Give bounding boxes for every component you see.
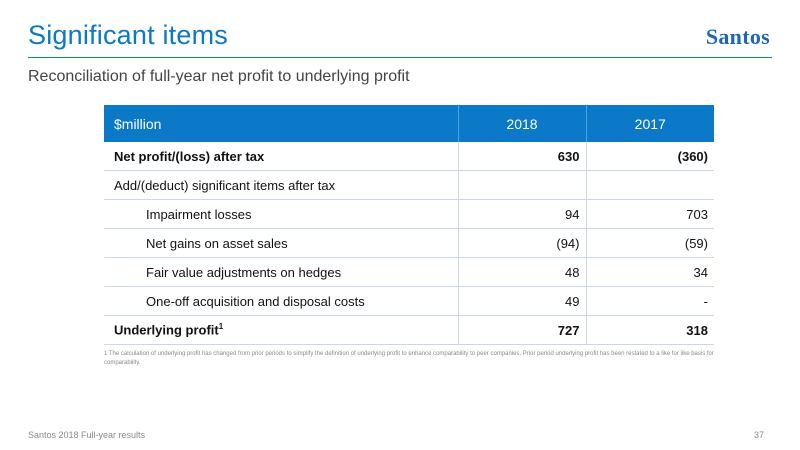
row-label: Add/(deduct) significant items after tax bbox=[104, 170, 458, 200]
value-2018: 94 bbox=[457, 199, 586, 229]
header-cell-unit: $million bbox=[104, 105, 458, 142]
value-2017: - bbox=[585, 286, 714, 316]
page-title: Significant items bbox=[28, 20, 228, 50]
table-row: Net gains on asset sales (94) (59) bbox=[104, 228, 714, 258]
value-2018: 727 bbox=[457, 315, 586, 345]
header-cell-2018: 2018 bbox=[457, 105, 586, 142]
row-label: Impairment losses bbox=[104, 199, 458, 229]
value-2017: (360) bbox=[585, 142, 714, 171]
value-2018: (94) bbox=[457, 228, 586, 258]
row-label: Underlying profit1 bbox=[104, 315, 458, 345]
value-2018: 630 bbox=[457, 142, 586, 171]
footer-text: Santos 2018 Full-year results bbox=[28, 430, 146, 440]
value-2017 bbox=[585, 170, 714, 200]
footnote-marker: 1 bbox=[218, 322, 224, 332]
row-label: Net profit/(loss) after tax bbox=[104, 142, 458, 171]
table-row: Fair value adjustments on hedges 48 34 bbox=[104, 257, 714, 287]
value-2018 bbox=[457, 170, 586, 200]
santos-logo: Santos bbox=[705, 24, 770, 49]
page-number: 37 bbox=[753, 430, 764, 440]
footnote: 1 The calculation of underlying profit h… bbox=[104, 351, 714, 366]
header-cell-2017: 2017 bbox=[585, 105, 714, 142]
value-2017: 318 bbox=[585, 315, 714, 345]
value-2018: 49 bbox=[457, 286, 586, 316]
row-label-text: Underlying profit bbox=[114, 322, 219, 338]
table-row: Add/(deduct) significant items after tax bbox=[104, 170, 714, 200]
value-2018: 48 bbox=[457, 257, 586, 287]
page-subtitle: Reconciliation of full-year net profit t… bbox=[28, 68, 410, 85]
table-row: Underlying profit1 727 318 bbox=[104, 315, 714, 345]
title-divider bbox=[28, 57, 772, 58]
value-2017: 703 bbox=[585, 199, 714, 229]
table-row: Net profit/(loss) after tax 630 (360) bbox=[104, 142, 714, 171]
table-row: One-off acquisition and disposal costs 4… bbox=[104, 286, 714, 316]
table-header-row: $million 2018 2017 bbox=[104, 105, 714, 142]
value-2017: (59) bbox=[585, 228, 714, 258]
reconciliation-table: $million 2018 2017 Net profit/(loss) aft… bbox=[104, 105, 714, 345]
table-row: Impairment losses 94 703 bbox=[104, 199, 714, 229]
row-label: Fair value adjustments on hedges bbox=[104, 257, 458, 287]
value-2017: 34 bbox=[585, 257, 714, 287]
row-label: Net gains on asset sales bbox=[104, 228, 458, 258]
row-label: One-off acquisition and disposal costs bbox=[104, 286, 458, 316]
